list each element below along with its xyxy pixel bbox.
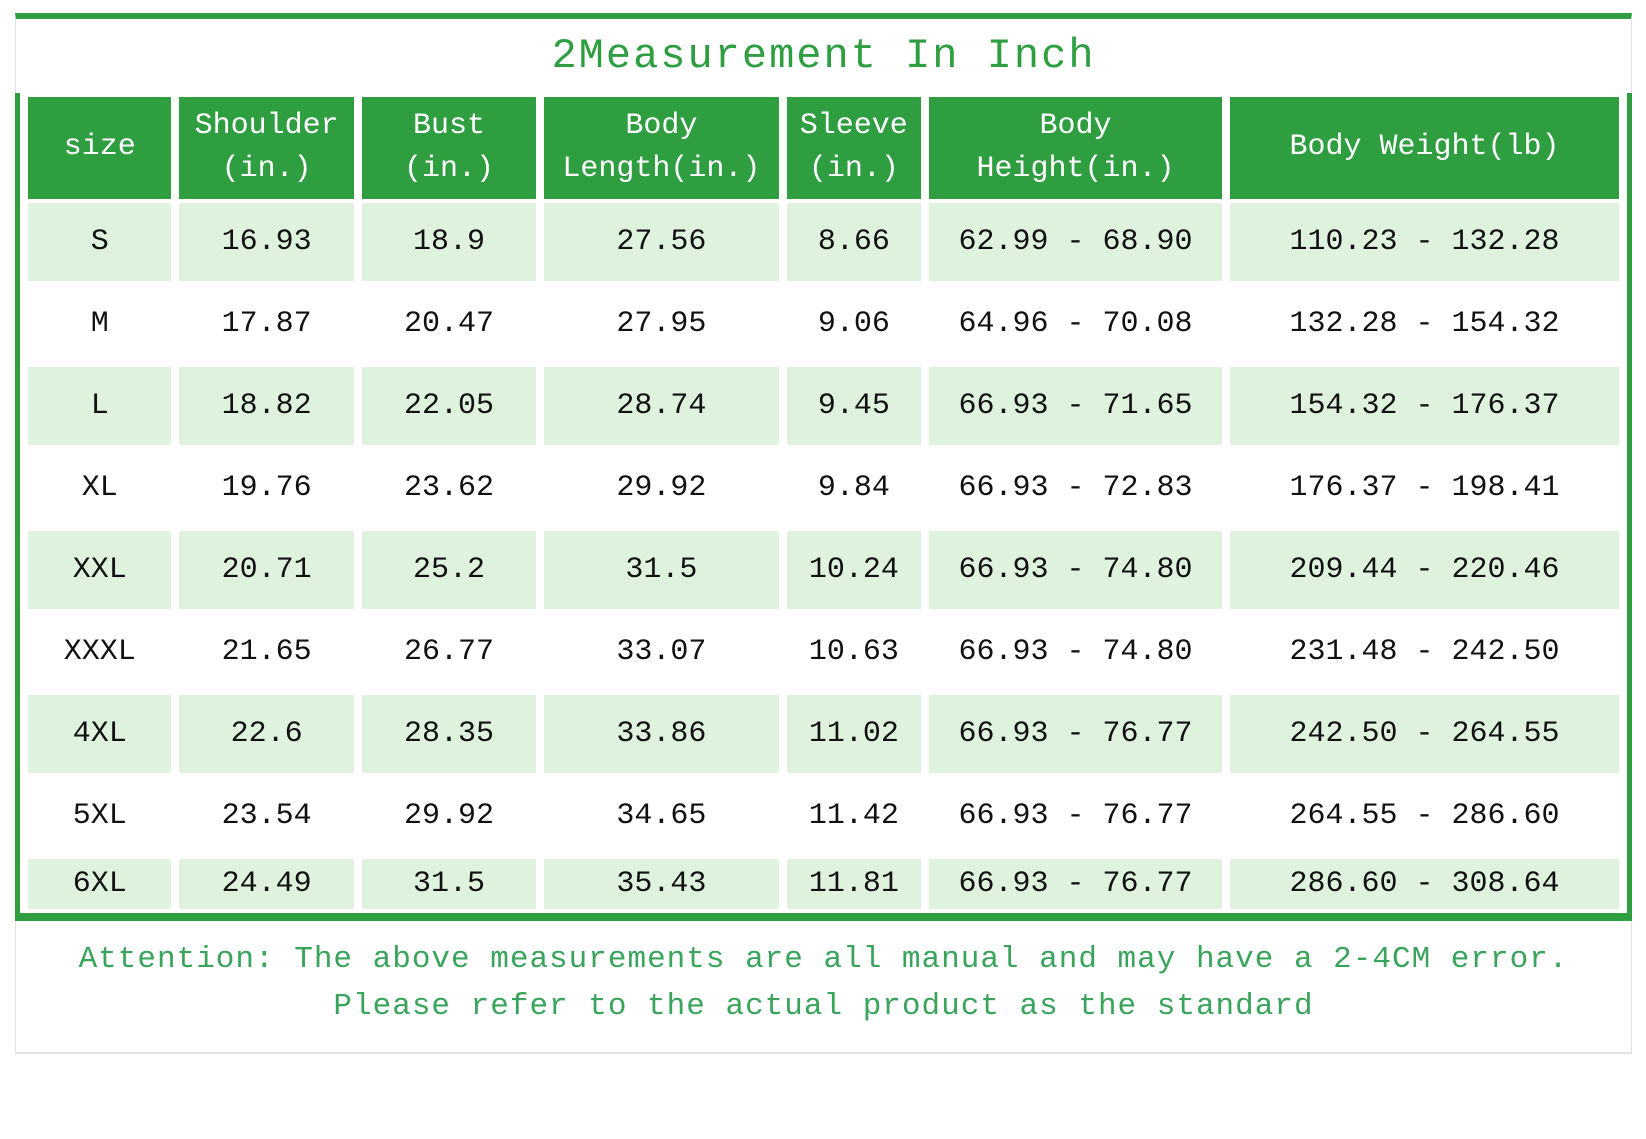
value-cell: 11.42 (786, 777, 921, 855)
value-cell: 132.28 - 154.32 (1230, 285, 1619, 363)
attention-line-2: Please refer to the actual product as th… (333, 988, 1314, 1024)
header-cell-6: Body Weight(lb) (1230, 97, 1619, 199)
title-band: 2Measurement In Inch (16, 19, 1631, 93)
value-cell: 24.49 (179, 859, 354, 909)
value-cell: 33.07 (544, 613, 779, 691)
size-cell: 6XL (28, 859, 172, 909)
value-cell: 31.5 (361, 859, 537, 909)
size-cell: XXXL (28, 613, 172, 691)
value-cell: 11.81 (786, 859, 921, 909)
value-cell: 16.93 (179, 203, 354, 281)
table-row: XXXL 21.65 26.77 33.07 10.63 66.93 - 74.80 231… (28, 613, 1619, 691)
value-cell: 27.95 (544, 285, 779, 363)
value-cell: 18.9 (361, 203, 537, 281)
value-cell: 28.74 (544, 367, 779, 445)
table-row: 5XL 23.54 29.92 34.65 11.42 66.93 - 76.77 264.… (28, 777, 1619, 855)
value-cell: 18.82 (179, 367, 354, 445)
value-cell: 64.96 - 70.08 (928, 285, 1223, 363)
value-cell: 17.87 (179, 285, 354, 363)
table-row: XXL 20.71 25.2 31.5 10.24 66.93 - 74.80 209.44… (28, 531, 1619, 609)
size-cell: M (28, 285, 172, 363)
value-cell: 11.02 (786, 695, 921, 773)
table-row: XL 19.76 23.62 29.92 9.84 66.93 - 72.83 176.37… (28, 449, 1619, 527)
page-title: 2Measurement In Inch (551, 32, 1096, 80)
value-cell: 9.06 (786, 285, 921, 363)
value-cell: 25.2 (361, 531, 537, 609)
header-cell-5: Body Height(in.) (928, 97, 1223, 199)
value-cell: 176.37 - 198.41 (1230, 449, 1619, 527)
value-cell: 110.23 - 132.28 (1230, 203, 1619, 281)
table-row: M 17.87 20.47 27.95 9.06 64.96 - 70.08 132.28 … (28, 285, 1619, 363)
value-cell: 29.92 (361, 777, 537, 855)
attention-note: Attention: The above measurements are al… (16, 921, 1631, 1052)
header-row: size Shoulder (in.) Bust (in.) Body Length(… (28, 97, 1619, 199)
value-cell: 66.93 - 76.77 (928, 695, 1223, 773)
value-cell: 29.92 (544, 449, 779, 527)
header-cell-1: Shoulder (in.) (179, 97, 354, 199)
value-cell: 20.71 (179, 531, 354, 609)
value-cell: 66.93 - 74.80 (928, 531, 1223, 609)
value-cell: 209.44 - 220.46 (1230, 531, 1619, 609)
value-cell: 286.60 - 308.64 (1230, 859, 1619, 909)
table-body: S 16.93 18.9 27.56 8.66 62.99 - 68.90 110.23 -… (28, 203, 1619, 909)
value-cell: 9.84 (786, 449, 921, 527)
value-cell: 21.65 (179, 613, 354, 691)
value-cell: 28.35 (361, 695, 537, 773)
value-cell: 66.93 - 74.80 (928, 613, 1223, 691)
value-cell: 22.05 (361, 367, 537, 445)
value-cell: 62.99 - 68.90 (928, 203, 1223, 281)
value-cell: 242.50 - 264.55 (1230, 695, 1619, 773)
table-row: 4XL 22.6 28.35 33.86 11.02 66.93 - 76.77 242.5… (28, 695, 1619, 773)
header-cell-4: Sleeve (in.) (786, 97, 921, 199)
value-cell: 27.56 (544, 203, 779, 281)
value-cell: 26.77 (361, 613, 537, 691)
size-cell: L (28, 367, 172, 445)
value-cell: 33.86 (544, 695, 779, 773)
size-cell: 5XL (28, 777, 172, 855)
size-table: size Shoulder (in.) Bust (in.) Body Length(… (20, 93, 1627, 913)
value-cell: 264.55 - 286.60 (1230, 777, 1619, 855)
size-chart-frame: 2Measurement In Inch size Shoulder (in.) B… (15, 13, 1632, 1054)
value-cell: 19.76 (179, 449, 354, 527)
value-cell: 34.65 (544, 777, 779, 855)
value-cell: 231.48 - 242.50 (1230, 613, 1619, 691)
size-cell: S (28, 203, 172, 281)
value-cell: 66.93 - 71.65 (928, 367, 1223, 445)
size-cell: 4XL (28, 695, 172, 773)
value-cell: 8.66 (786, 203, 921, 281)
header-cell-0: size (28, 97, 172, 199)
value-cell: 23.62 (361, 449, 537, 527)
value-cell: 22.6 (179, 695, 354, 773)
value-cell: 66.93 - 72.83 (928, 449, 1223, 527)
value-cell: 66.93 - 76.77 (928, 777, 1223, 855)
value-cell: 23.54 (179, 777, 354, 855)
value-cell: 10.24 (786, 531, 921, 609)
attention-line-1: Attention: The above measurements are al… (78, 942, 1569, 977)
table-row: L 18.82 22.05 28.74 9.45 66.93 - 71.65 154.32 … (28, 367, 1619, 445)
size-cell: XXL (28, 531, 172, 609)
value-cell: 66.93 - 76.77 (928, 859, 1223, 909)
value-cell: 35.43 (544, 859, 779, 909)
size-table-wrap: size Shoulder (in.) Bust (in.) Body Length(… (15, 93, 1632, 921)
value-cell: 20.47 (361, 285, 537, 363)
table-row: S 16.93 18.9 27.56 8.66 62.99 - 68.90 110.23 -… (28, 203, 1619, 281)
value-cell: 154.32 - 176.37 (1230, 367, 1619, 445)
table-row: 6XL 24.49 31.5 35.43 11.81 66.93 - 76.77 286.6… (28, 859, 1619, 909)
size-cell: XL (28, 449, 172, 527)
value-cell: 9.45 (786, 367, 921, 445)
value-cell: 31.5 (544, 531, 779, 609)
header-cell-2: Bust (in.) (361, 97, 537, 199)
value-cell: 10.63 (786, 613, 921, 691)
header-cell-3: Body Length(in.) (544, 97, 779, 199)
